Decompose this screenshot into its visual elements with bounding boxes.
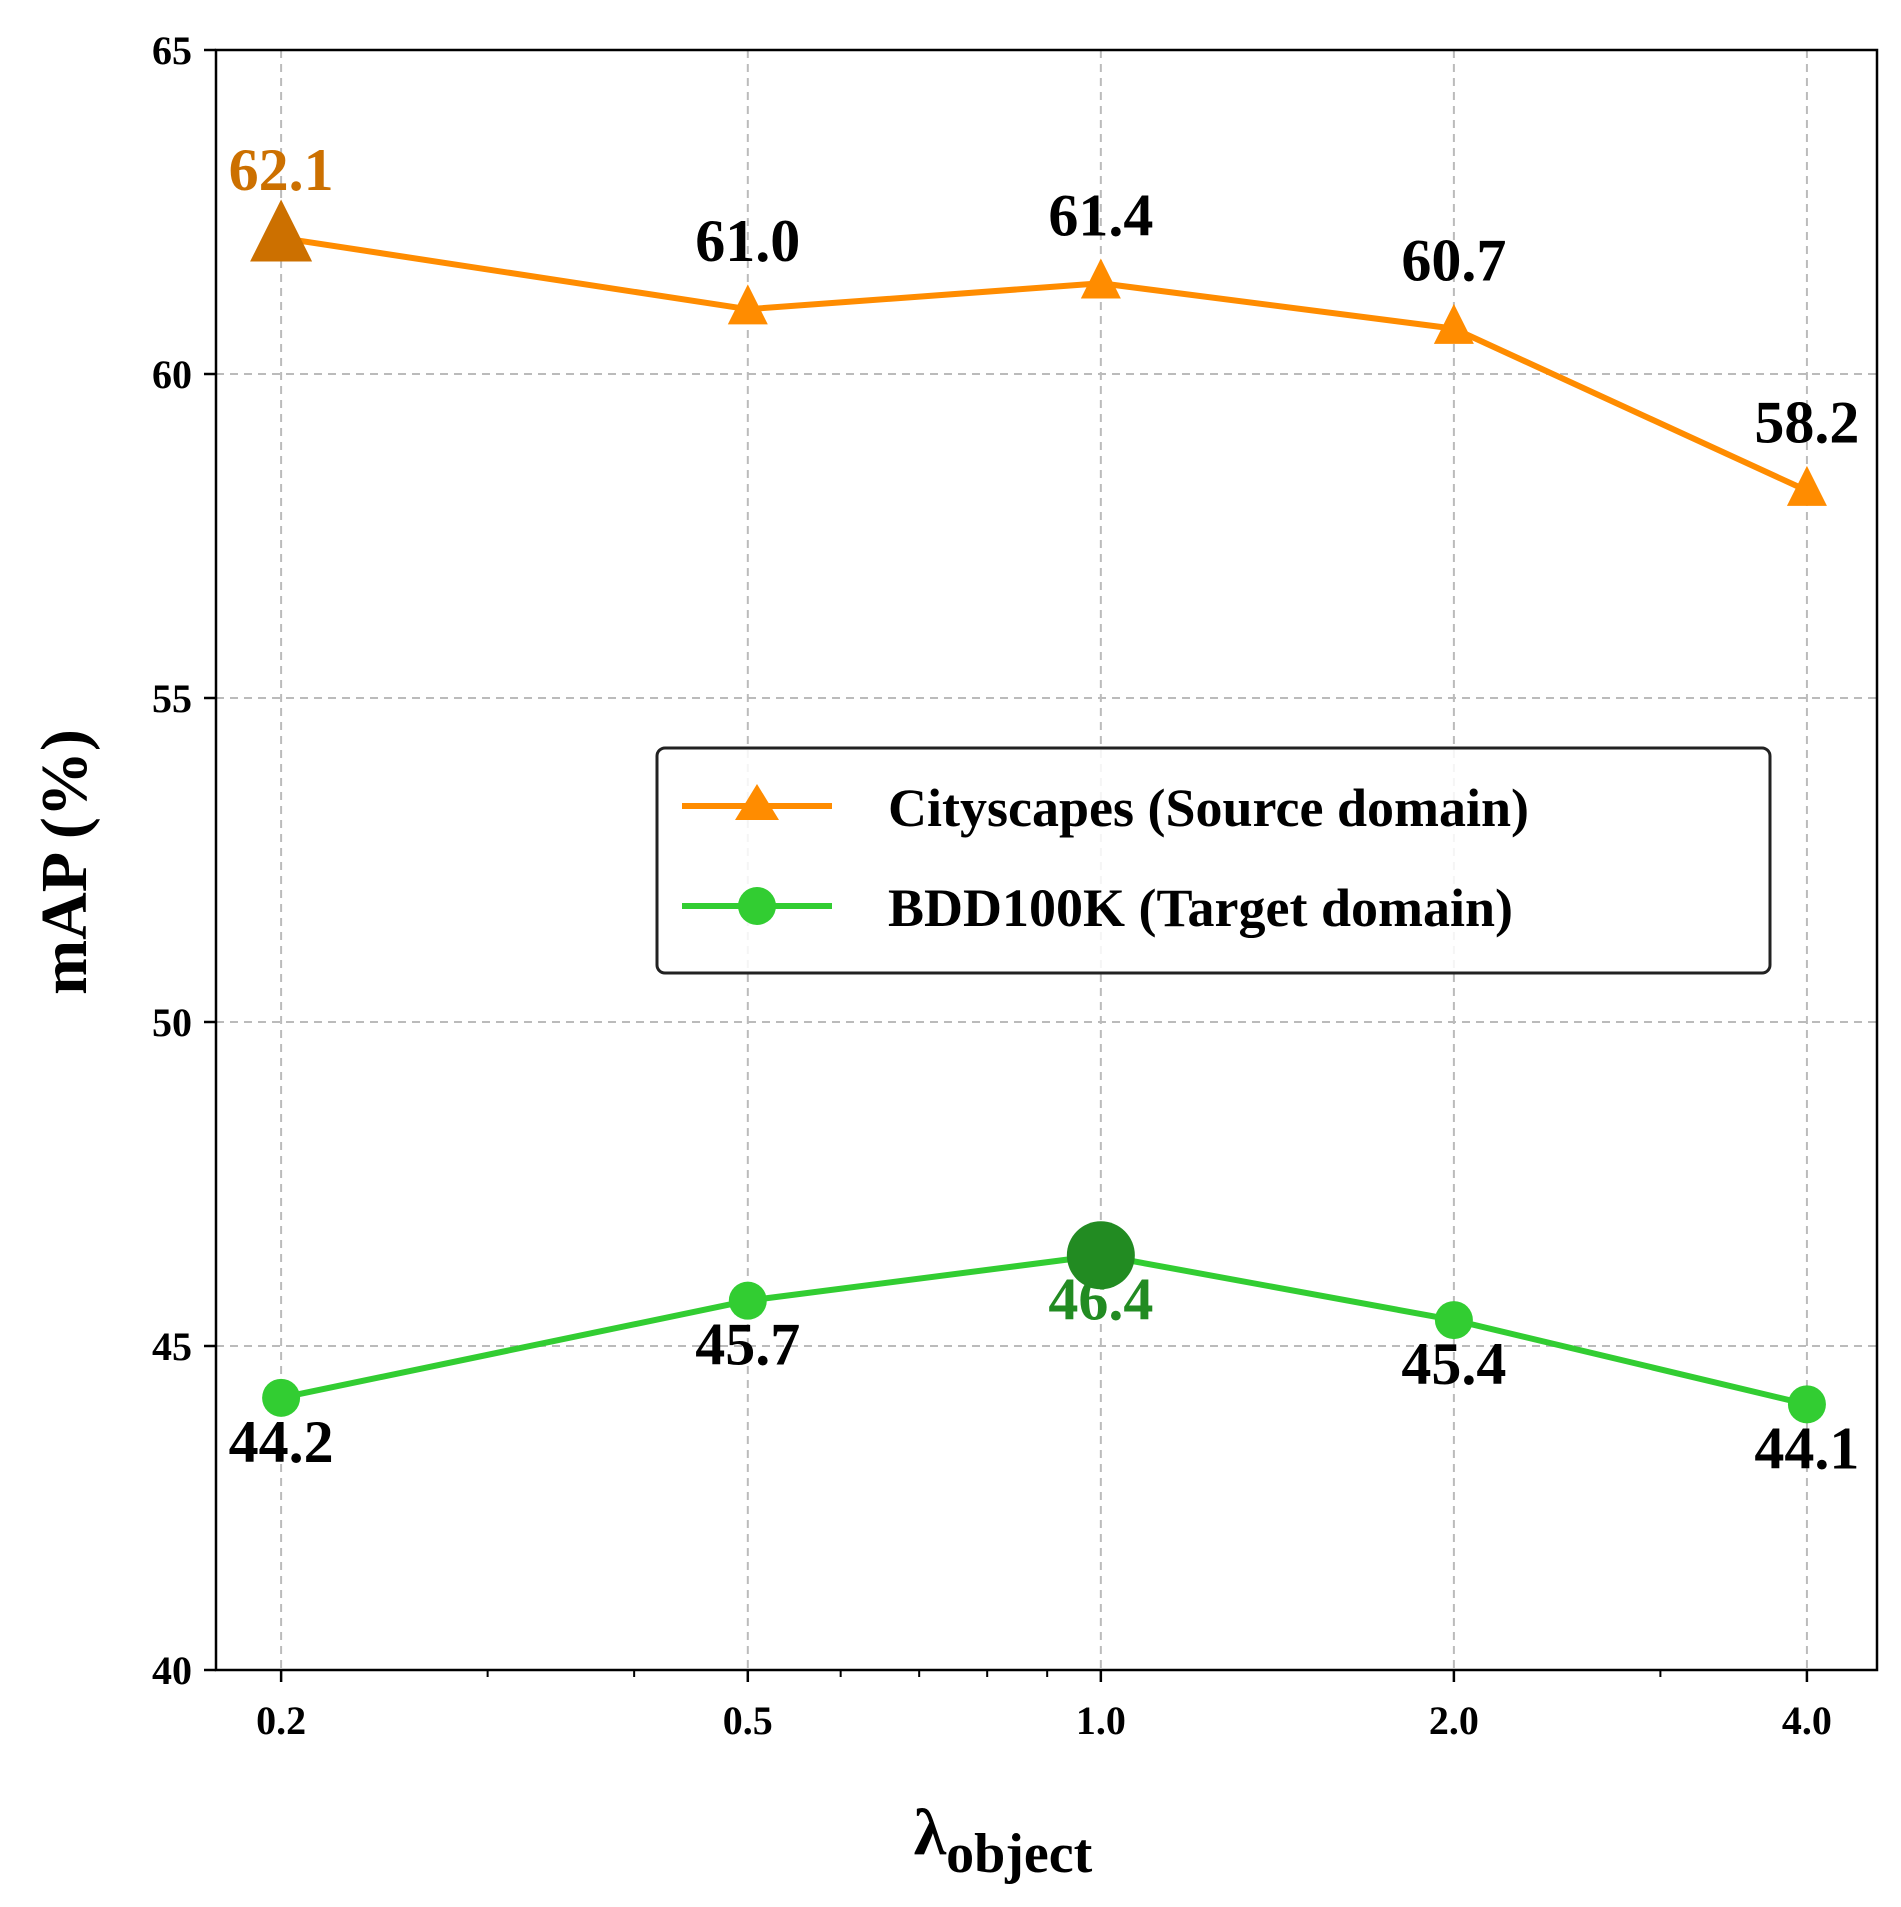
legend-label-cityscapes: Cityscapes (Source domain)	[888, 778, 1529, 838]
x-tick-label: 1.0	[1076, 1698, 1126, 1743]
data-label-cityscapes: 62.1	[229, 137, 334, 203]
y-axis-title: mAP (%)	[28, 729, 101, 995]
data-label-cityscapes: 60.7	[1401, 228, 1506, 294]
x-axis-lambda: λ	[914, 1796, 947, 1869]
y-tick-label: 65	[152, 28, 192, 73]
legend-marker-triangle-icon	[735, 784, 779, 820]
x-axis-title: λobject	[914, 1796, 1093, 1885]
y-tick-label: 50	[152, 1000, 192, 1045]
legend-label-bdd100k: BDD100K (Target domain)	[888, 878, 1513, 938]
y-tick-label: 40	[152, 1648, 192, 1693]
x-tick-label: 4.0	[1782, 1698, 1832, 1743]
x-axis-subscript: object	[946, 1823, 1093, 1885]
data-point-bdd100k-circle	[1066, 1221, 1135, 1290]
data-label-bdd100k: 44.1	[1754, 1415, 1859, 1481]
y-tick-label: 55	[152, 676, 192, 721]
x-tick-label: 0.5	[723, 1698, 773, 1743]
data-label-cityscapes: 61.4	[1048, 182, 1153, 248]
data-label-bdd100k: 45.4	[1401, 1331, 1506, 1397]
series-line-cityscapes	[280, 234, 1809, 494]
data-label-bdd100k: 45.7	[695, 1312, 800, 1378]
data-label-cityscapes: 61.0	[695, 208, 800, 274]
data-point-bdd100k-circle	[728, 1281, 767, 1320]
series-line-bdd100k	[280, 1252, 1808, 1408]
x-tick-label: 2.0	[1429, 1698, 1479, 1743]
data-point-cityscapes-triangle	[250, 199, 313, 262]
data-point-cityscapes-triangle	[727, 284, 768, 325]
data-label-bdd100k: 46.4	[1048, 1266, 1153, 1332]
data-labels: 62.1 61.0 61.4 60.7 58.2 44.2 45.7 46.4 45.4 44.1	[229, 137, 1860, 1481]
data-point-cityscapes-triangle	[1786, 465, 1827, 506]
data-point-cityscapes-triangle	[1080, 258, 1121, 299]
legend-marker-circle-icon	[738, 887, 776, 925]
series-layer	[250, 199, 1827, 1424]
y-tick-label: 60	[152, 352, 192, 397]
data-point-bdd100k-circle	[1434, 1301, 1473, 1340]
x-tick-label: 0.2	[256, 1698, 306, 1743]
data-point-cityscapes-triangle	[1433, 303, 1474, 344]
legend-box	[655, 746, 1772, 975]
data-label-cityscapes: 58.2	[1754, 390, 1859, 456]
legend: Cityscapes (Source domain) BDD100K (Targ…	[655, 746, 1772, 975]
y-tick-label: 45	[152, 1324, 192, 1369]
data-point-bdd100k-circle	[262, 1378, 301, 1417]
axis-ticks: 40 45 50 55 60 65 0.2 0.5 1.0 2.0 4.0	[152, 28, 1832, 1743]
data-label-bdd100k: 44.2	[229, 1409, 334, 1475]
data-point-bdd100k-circle	[1787, 1385, 1826, 1424]
